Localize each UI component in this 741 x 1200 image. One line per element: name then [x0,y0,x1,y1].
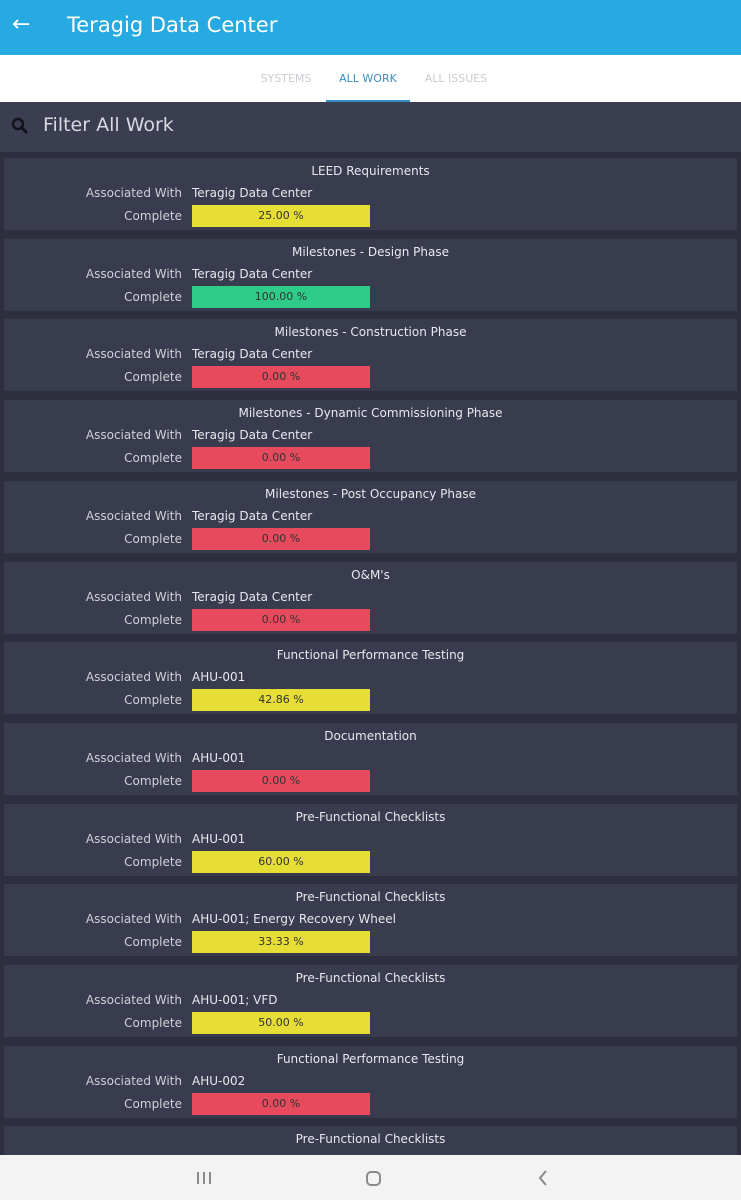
complete-bar: 0.00 % [192,527,370,550]
complete-bar: 0.00 % [192,366,370,389]
associated-value: AHU-002 [192,1073,246,1088]
work-title: Milestones - Dynamic Commissioning Phase [238,406,503,421]
tab-bar: SYSTEMS ALL WORK ALL ISSUES [0,55,741,102]
work-list: LEED Requirements Associated With Teragig … [0,158,741,1155]
associated-value: Teragig Data Center [192,266,313,281]
associated-value: AHU-001 [192,750,246,765]
complete-bar: 0.00 % [192,769,370,792]
search-placeholder: Filter All Work [43,114,174,136]
app-bar: ← Teragig Data Center [0,0,741,55]
associated-label: Associated With [85,831,182,846]
associated-label: Associated With [85,186,182,200]
work-card[interactable]: O&M's Associated With Teragig Data Center C… [4,561,737,634]
work-title: Pre-Functional Checklists [295,1132,446,1147]
work-title: Functional Performance Testing [276,648,465,663]
work-card[interactable]: LEED Requirements Associated With Teragig … [4,158,737,230]
complete-bar: 0.00 % [192,1092,370,1115]
associated-label: Associated With [85,347,182,362]
associated-label: Associated With [85,508,182,523]
associated-label: Associated With [85,1073,182,1088]
associated-label: Associated With [85,670,182,685]
tab[interactable]: ALL ISSUES [424,72,488,85]
associated-value: Teragig Data Center [192,347,313,362]
associated-value: AHU-001 [192,670,246,685]
work-card[interactable]: Milestones - Design Phase Associated With… [4,238,737,311]
complete-bar: 42.86 % [192,689,370,712]
work-title: Pre-Functional Checklists [295,809,446,824]
associated-label: Associated With [85,912,182,927]
associated-label: Associated With [85,750,182,765]
associated-value: AHU-001; Energy Recovery Wheel [192,912,396,927]
work-card[interactable]: Pre-Functional Checklists Associated With… [4,965,737,1037]
associated-value: Teragig Data Center [192,508,313,523]
associated-label: Associated With [85,428,182,443]
complete-label: Complete [124,612,182,627]
associated-label: Associated With [85,266,182,281]
tab[interactable]: SYSTEMS [260,72,312,85]
complete-label: Complete [124,854,182,869]
work-title: Pre-Functional Checklists [295,890,446,905]
work-title: Functional Performance Testing [276,1051,465,1066]
work-title: O&M's [351,567,390,582]
complete-label: Complete [124,531,182,546]
work-card[interactable]: Functional Performance Testing Associated… [4,1045,737,1118]
complete-bar: 0.00 % [192,447,370,470]
work-card[interactable]: Pre-Functional Checklists Associated With… [4,884,737,957]
complete-bar: 60.00 % [192,850,370,873]
work-card[interactable]: Functional Performance Testing Associated… [4,642,737,715]
nav-icons [197,1170,547,1186]
associated-value: Teragig Data Center [192,186,313,200]
back-button[interactable]: ← [12,12,31,37]
complete-bar: 25.00 % [192,205,370,227]
system-nav [0,1155,741,1200]
work-card[interactable]: Documentation Associated With AHU-001 Compl… [4,722,737,795]
work-title: Milestones - Construction Phase [274,325,467,340]
work-title: Milestones - Design Phase [292,244,449,259]
associated-value: AHU-001; VFD [192,993,278,1007]
tab[interactable]: ALL WORK [326,55,410,102]
work-title: Documentation [324,728,417,743]
complete-label: Complete [124,289,182,304]
work-card[interactable]: Pre-Functional Checklists [4,1126,737,1155]
complete-label: Complete [124,773,182,788]
complete-bar: 100.00 % [192,285,370,308]
complete-label: Complete [124,451,182,466]
complete-label: Complete [124,1016,182,1030]
associated-label: Associated With [85,589,182,604]
search-bar[interactable]: Filter All Work [0,102,741,152]
work-card[interactable]: Milestones - Construction Phase Associate… [4,319,737,392]
complete-bar: 33.33 % [192,931,370,954]
work-card[interactable]: Milestones - Dynamic Commissioning Phase… [4,400,737,473]
work-title: Milestones - Post Occupancy Phase [265,486,476,501]
associated-value: AHU-001 [192,831,246,846]
complete-label: Complete [124,370,182,385]
complete-label: Complete [124,935,182,950]
app-title: Teragig Data Center [67,13,278,37]
work-title: Pre-Functional Checklists [295,971,446,985]
complete-bar: 50.00 % [192,1012,370,1034]
work-card[interactable]: Milestones - Post Occupancy Phase Associa… [4,480,737,553]
complete-bar: 0.00 % [192,608,370,631]
work-title: LEED Requirements [311,164,430,178]
work-card[interactable]: Pre-Functional Checklists Associated With… [4,803,737,876]
associated-label: Associated With [85,993,182,1007]
complete-label: Complete [124,1096,182,1111]
associated-value: Teragig Data Center [192,589,313,604]
complete-label: Complete [124,209,182,223]
search-icon [11,117,29,135]
complete-label: Complete [124,693,182,708]
associated-value: Teragig Data Center [192,428,313,443]
